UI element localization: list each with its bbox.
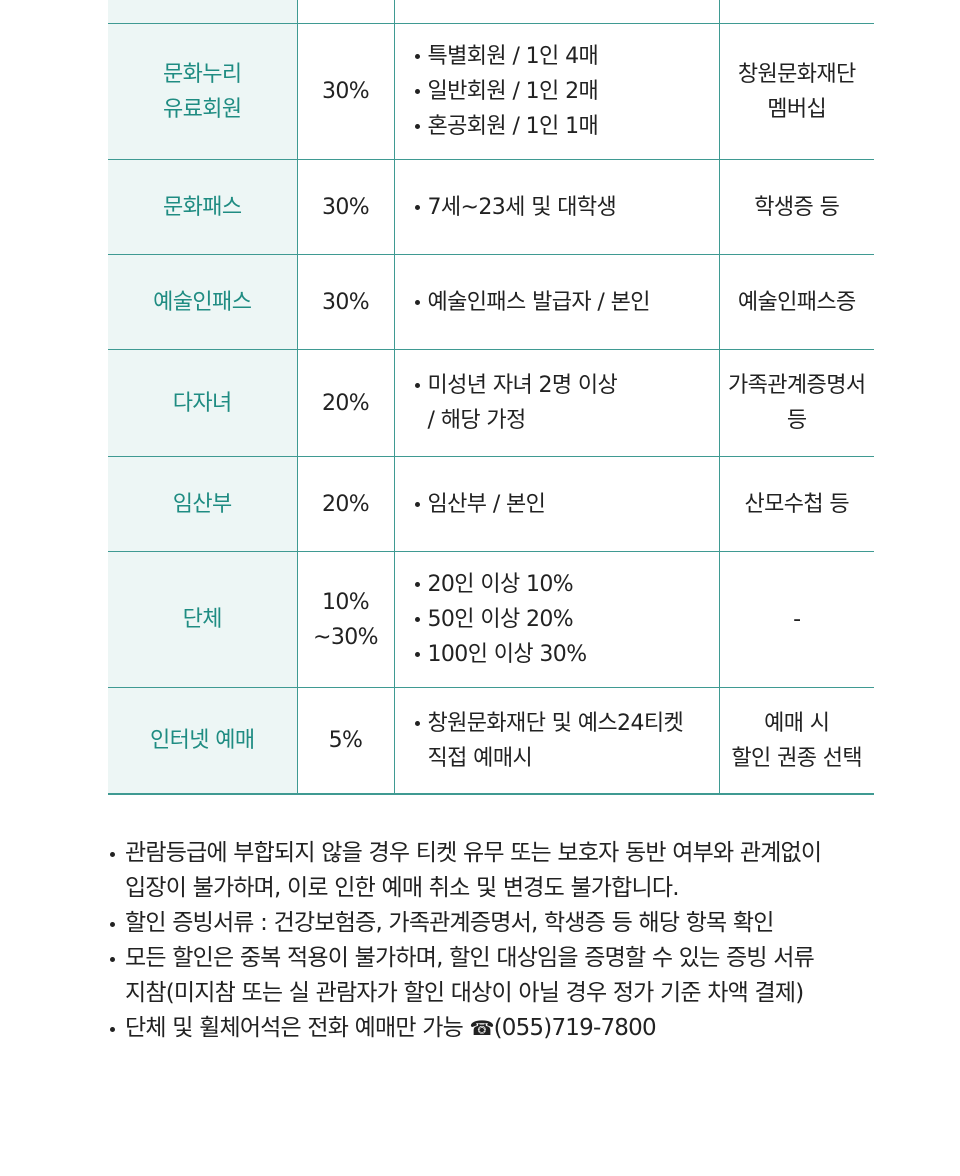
discount-name-cell: 인터넷 예매 bbox=[108, 687, 297, 794]
table-row: 임산부 20% 임산부 / 본인 산모수첩 등 bbox=[108, 456, 874, 552]
proof-line: 가족관계증명서 bbox=[728, 373, 866, 398]
proof-document-cell: - bbox=[718, 551, 874, 688]
proof-line: 멤버십 bbox=[767, 96, 827, 122]
eligibility-line: 예술인패스 발급자 / 본인 bbox=[414, 285, 719, 320]
discount-rate-cell: 30% bbox=[296, 23, 394, 160]
rate-line: 30% bbox=[321, 289, 370, 315]
eligibility-cell: 미성년 자녀 2명 이상 / 해당 가정 bbox=[393, 349, 719, 457]
table-row: 예술인패스 30% 예술인패스 발급자 / 본인 예술인패스증 bbox=[108, 254, 874, 350]
rate-line: ~30% bbox=[313, 624, 379, 650]
note-line: 할인 증빙서류 : 건강보험증, 가족관계증명서, 학생증 등 해당 항목 확인 bbox=[125, 910, 774, 936]
eligibility-line: 100인 이상 30% bbox=[414, 637, 719, 672]
cut-cell bbox=[108, 0, 297, 24]
note-line: 입장이 불가하며, 이로 인한 예매 취소 및 변경도 불가합니다. bbox=[125, 875, 680, 901]
eligibility-line: 20인 이상 10% bbox=[414, 567, 719, 602]
proof-line: 등 bbox=[786, 408, 807, 433]
note-line: 지참(미지참 또는 실 관람자가 할인 대상이 아닐 경우 정가 기준 차액 결… bbox=[125, 980, 804, 1006]
proof-line: - bbox=[793, 607, 801, 632]
note-item: 모든 할인은 중복 적용이 불가하며, 할인 대상임을 증명할 수 있는 증빙 … bbox=[108, 941, 908, 1011]
table-row: 문화패스 30% 7세~23세 및 대학생 학생증 등 bbox=[108, 159, 874, 255]
name-line: 단체 bbox=[182, 607, 223, 632]
name-line: 유료회원 bbox=[162, 96, 242, 122]
discount-rate-cell: 30% bbox=[296, 254, 394, 350]
eligibility-cell: 예술인패스 발급자 / 본인 bbox=[393, 254, 719, 350]
name-line: 인터넷 예매 bbox=[149, 728, 255, 753]
note-item: 관람등급에 부합되지 않을 경우 티켓 유무 또는 보호자 동반 여부와 관계없… bbox=[108, 836, 908, 906]
proof-line: 산모수첩 등 bbox=[744, 491, 850, 517]
proof-document-cell: 예술인패스증 bbox=[718, 254, 874, 350]
note-line: 모든 할인은 중복 적용이 불가하며, 할인 대상임을 증명할 수 있는 증빙 … bbox=[125, 945, 815, 971]
rate-line: 20% bbox=[321, 390, 370, 416]
eligibility-cell: 임산부 / 본인 bbox=[393, 456, 719, 552]
cut-cell bbox=[718, 0, 874, 24]
proof-document-cell: 산모수첩 등 bbox=[718, 456, 874, 552]
discount-name-cell: 예술인패스 bbox=[108, 254, 297, 350]
table-row: 단체 10% ~30% 20인 이상 10% 50인 이상 20% 100인 이상 30%… bbox=[108, 551, 874, 688]
eligibility-cell: 7세~23세 및 대학생 bbox=[393, 159, 719, 255]
proof-line: 학생증 등 bbox=[754, 194, 840, 220]
rate-line: 10% bbox=[321, 589, 370, 615]
proof-line: 할인 권종 선택 bbox=[731, 745, 863, 771]
discount-rate-cell: 20% bbox=[296, 456, 394, 552]
name-line: 다자녀 bbox=[172, 390, 233, 416]
proof-line: 창원문화재단 bbox=[737, 61, 856, 87]
note-item: 단체 및 휠체어석은 전화 예매만 가능 ☎(055)719-7800 bbox=[108, 1011, 908, 1046]
rate-line: 30% bbox=[321, 194, 370, 220]
table-row: 인터넷 예매 5% 창원문화재단 및 예스24티켓 직접 예매시 예매 시 할인 권종 선… bbox=[108, 687, 874, 794]
note-line: 단체 및 휠체어석은 전화 예매만 가능 ☎(055)719-7800 bbox=[125, 1011, 908, 1046]
eligibility-line: 직접 예매시 bbox=[427, 745, 533, 771]
note-item: 할인 증빙서류 : 건강보험증, 가족관계증명서, 학생증 등 해당 항목 확인 bbox=[108, 906, 908, 941]
eligibility-line: 특별회원 / 1인 4매 bbox=[414, 39, 719, 74]
phone-number[interactable]: (055)719-7800 bbox=[493, 1015, 657, 1041]
note-text: 단체 및 휠체어석은 전화 예매만 가능 bbox=[125, 1015, 470, 1041]
discount-rate-cell: 5% bbox=[296, 687, 394, 794]
notes-list: 관람등급에 부합되지 않을 경우 티켓 유무 또는 보호자 동반 여부와 관계없… bbox=[108, 836, 908, 1046]
eligibility-line: 미성년 자녀 2명 이상 bbox=[414, 368, 719, 403]
name-line: 문화패스 bbox=[162, 194, 242, 220]
rate-line: 30% bbox=[321, 79, 370, 104]
eligibility-line: / 해당 가정 bbox=[427, 408, 527, 433]
discount-name-cell: 문화패스 bbox=[108, 159, 297, 255]
discount-name-cell: 다자녀 bbox=[108, 349, 297, 457]
eligibility-line: 50인 이상 20% bbox=[414, 602, 719, 637]
discount-rate-cell: 10% ~30% bbox=[296, 551, 394, 688]
name-line: 예술인패스 bbox=[153, 289, 252, 315]
proof-line: 예매 시 bbox=[764, 710, 830, 736]
name-line: 임산부 bbox=[172, 491, 233, 517]
proof-line: 예술인패스증 bbox=[737, 289, 856, 315]
rate-line: 5% bbox=[328, 728, 363, 753]
rate-line: 20% bbox=[321, 491, 370, 517]
eligibility-line: 7세~23세 및 대학생 bbox=[414, 190, 719, 225]
discount-rate-cell: 30% bbox=[296, 159, 394, 255]
eligibility-cell: 특별회원 / 1인 4매 일반회원 / 1인 2매 혼공회원 / 1인 1매 bbox=[393, 23, 719, 160]
eligibility-cell: 20인 이상 10% 50인 이상 20% 100인 이상 30% bbox=[393, 551, 719, 688]
cut-cell bbox=[393, 0, 719, 24]
eligibility-line: 임산부 / 본인 bbox=[414, 487, 719, 522]
discount-name-cell: 단체 bbox=[108, 551, 297, 688]
name-line: 문화누리 bbox=[162, 61, 242, 87]
discount-name-cell: 임산부 bbox=[108, 456, 297, 552]
cut-cell bbox=[296, 0, 394, 24]
eligibility-line: 혼공회원 / 1인 1매 bbox=[414, 109, 719, 144]
note-line: 관람등급에 부합되지 않을 경우 티켓 유무 또는 보호자 동반 여부와 관계없… bbox=[125, 840, 822, 866]
table-row-top-cut bbox=[108, 0, 874, 24]
eligibility-line: 일반회원 / 1인 2매 bbox=[414, 74, 719, 109]
eligibility-line: 창원문화재단 및 예스24티켓 bbox=[414, 706, 719, 741]
proof-document-cell: 학생증 등 bbox=[718, 159, 874, 255]
discount-rate-cell: 20% bbox=[296, 349, 394, 457]
phone-icon: ☎ bbox=[469, 1016, 494, 1040]
